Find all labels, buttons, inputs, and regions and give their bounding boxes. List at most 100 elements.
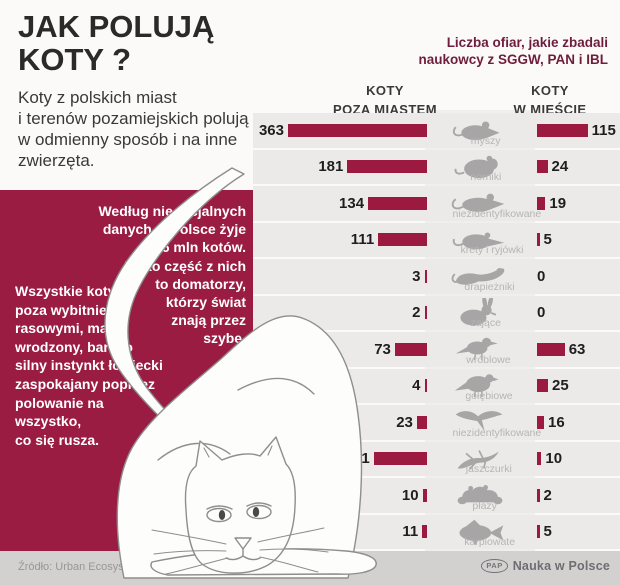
- bar-outside-city: [378, 233, 427, 247]
- category-label: niezidentyfikowane: [452, 426, 542, 439]
- bar-outside-city: [422, 525, 427, 539]
- publisher-name: Nauka w Polsce: [512, 559, 610, 573]
- shrew-icon: [446, 225, 514, 253]
- bar-outside-city: [373, 452, 427, 466]
- lizard-icon: [446, 444, 514, 472]
- value-outside-city: 111: [350, 231, 375, 249]
- chart-row: 363 myszy 115: [253, 113, 620, 148]
- bar-in-city: [537, 160, 548, 174]
- cell-in-city: 16: [533, 405, 620, 440]
- cell-outside-city: 181: [253, 150, 427, 185]
- cell-animal: płazy: [427, 478, 533, 513]
- bar-outside-city: [422, 488, 427, 502]
- publisher-logo: PAP Nauka w Polsce: [481, 559, 610, 573]
- value-in-city: 10: [545, 450, 563, 468]
- sparrow-icon: [446, 334, 514, 362]
- intro-text: Koty z polskich miast i terenów pozamiej…: [18, 88, 249, 170]
- cat-head: [184, 436, 296, 574]
- category-label: płazy: [472, 499, 497, 512]
- value-outside-city: 134: [339, 194, 365, 212]
- value-in-city: 115: [591, 121, 616, 139]
- weasel-icon: [446, 261, 514, 289]
- bar-in-city: [537, 415, 545, 429]
- source-credit: Źródło: Urban Ecosystems: [18, 561, 148, 573]
- cell-animal: niezidentyfikowane: [427, 405, 541, 440]
- value-in-city: 0: [537, 304, 546, 322]
- chart-row: 181 norniki 24: [253, 149, 620, 185]
- cell-outside-city: 134: [253, 186, 427, 221]
- pap-logo: PAP: [481, 559, 508, 573]
- page-title: JAK POLUJĄ KOTY ?: [18, 9, 215, 78]
- category-label: krety i ryjówki: [460, 244, 524, 256]
- bar-in-city: [537, 525, 540, 539]
- value-in-city: 5: [543, 231, 552, 249]
- value-outside-city: 3: [412, 267, 421, 285]
- value-outside-city: 11: [402, 523, 419, 541]
- chart-row: 134 niezidentyfikowane 19: [253, 186, 620, 221]
- fish-icon: [446, 517, 514, 545]
- cell-in-city: 0: [533, 296, 620, 331]
- category-label: norniki: [470, 171, 502, 183]
- cell-outside-city: 111: [253, 223, 427, 258]
- flying-bird-icon: [446, 407, 514, 435]
- cell-outside-city: 4: [253, 369, 427, 404]
- cell-outside-city: 73: [253, 332, 427, 367]
- cell-in-city: 63: [533, 332, 620, 367]
- cat-whiskers: [151, 527, 329, 575]
- category-label: wróblowe: [466, 353, 511, 366]
- cell-animal: karpiowate: [427, 515, 533, 550]
- cell-animal: gołębiowe: [427, 369, 533, 404]
- bar-in-city: [537, 379, 548, 393]
- cell-in-city: 5: [533, 515, 620, 550]
- value-in-city: 19: [549, 194, 567, 212]
- category-label: myszy: [470, 134, 501, 147]
- cell-outside-city: 2: [253, 296, 427, 331]
- chart-row: 3 drapieżniki 0: [253, 259, 620, 294]
- note-hunting-instinct: Wszystkie koty, poza wybitnie rasowymi, …: [15, 283, 163, 448]
- cell-outside-city: 3: [253, 259, 427, 294]
- hare-icon: [446, 297, 514, 326]
- cell-animal: krety i ryjówki: [427, 223, 533, 258]
- bar-outside-city: [368, 196, 427, 210]
- cell-animal: zające: [427, 296, 533, 331]
- chart-subtitle: Liczba ofiar, jakie zbadali naukowcy z S…: [418, 35, 608, 68]
- vole-icon: [446, 152, 514, 180]
- cell-animal: wróblowe: [427, 332, 533, 367]
- bar-in-city: [537, 233, 540, 247]
- cell-in-city: 115: [533, 113, 620, 148]
- value-in-city: 16: [548, 413, 565, 431]
- category-label: karpiowate: [464, 536, 516, 548]
- value-outside-city: 181: [318, 158, 344, 176]
- cell-in-city: 19: [533, 186, 620, 221]
- bar-outside-city: [416, 415, 427, 429]
- pigeon-icon: [446, 371, 514, 399]
- cell-in-city: 5: [533, 223, 620, 258]
- value-outside-city: 2: [412, 304, 421, 322]
- rat-icon: [446, 188, 514, 216]
- value-in-city: 5: [543, 523, 552, 541]
- cell-in-city: 0: [533, 259, 620, 294]
- bar-in-city: [537, 123, 588, 137]
- cat-nose: [234, 537, 252, 550]
- chart-row: 111 krety i ryjówki 5: [253, 222, 620, 258]
- value-in-city: 2: [543, 486, 552, 504]
- cell-animal: myszy: [427, 113, 533, 148]
- cell-animal: niezidentyfikowane: [427, 186, 541, 221]
- category-label: jaszczurki: [465, 463, 512, 475]
- cell-outside-city: 10: [253, 478, 427, 513]
- category-label: gołębiowe: [465, 390, 513, 402]
- cell-outside-city: 11: [253, 515, 427, 550]
- bar-outside-city: [288, 123, 427, 137]
- cell-outside-city: 363: [253, 113, 427, 148]
- value-outside-city: 363: [258, 121, 284, 139]
- cell-in-city: 24: [533, 150, 620, 185]
- value-outside-city: 4: [412, 377, 421, 395]
- value-outside-city: 23: [396, 413, 413, 431]
- category-label: drapieżniki: [464, 280, 515, 293]
- bar-in-city: [537, 452, 542, 466]
- frog-icon: [446, 480, 514, 508]
- value-in-city: 24: [551, 158, 569, 176]
- category-label: niezidentyfikowane: [452, 207, 542, 220]
- value-in-city: 0: [537, 267, 546, 285]
- category-label: zające: [470, 317, 501, 329]
